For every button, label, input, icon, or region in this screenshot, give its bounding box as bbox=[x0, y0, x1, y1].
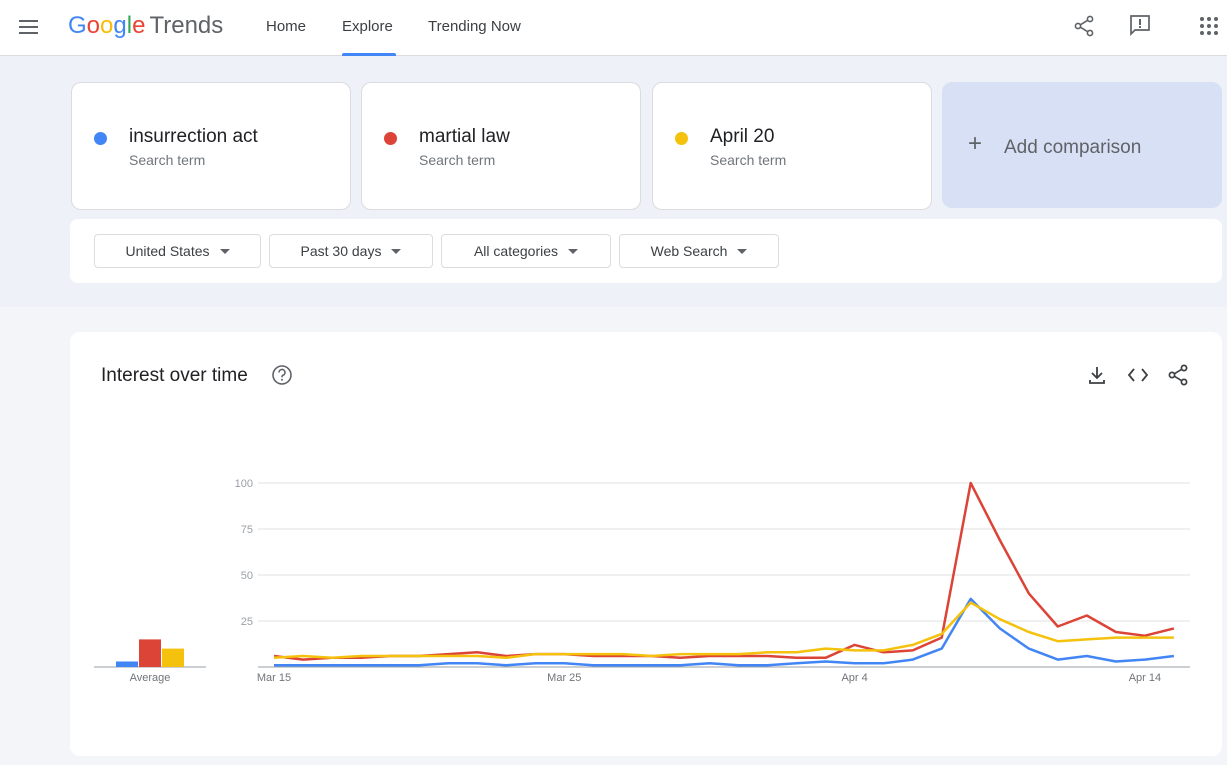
search-term-card[interactable]: insurrection act Search term bbox=[71, 82, 351, 210]
x-tick-label: Apr 4 bbox=[841, 672, 867, 684]
embed-icon[interactable] bbox=[1127, 365, 1149, 385]
search-term-label: Search term bbox=[419, 152, 496, 168]
filter-dropdown[interactable]: Web Search bbox=[619, 234, 779, 268]
filter-dropdown[interactable]: All categories bbox=[441, 234, 611, 268]
y-tick-label: 50 bbox=[241, 570, 253, 582]
share-icon[interactable] bbox=[1072, 14, 1096, 38]
filter-label: Web Search bbox=[650, 243, 728, 259]
help-icon[interactable] bbox=[271, 364, 293, 386]
nav-link[interactable]: Trending Now bbox=[428, 18, 521, 35]
series-line bbox=[273, 601, 1174, 660]
nav-link[interactable]: Explore bbox=[342, 18, 393, 35]
menu-icon[interactable] bbox=[18, 17, 40, 37]
nav-link[interactable]: Home bbox=[266, 18, 307, 35]
average-bar bbox=[162, 648, 184, 667]
legend-dot bbox=[94, 132, 107, 145]
average-label: Average bbox=[130, 672, 171, 684]
plus-icon: + bbox=[968, 130, 983, 157]
header: Google Trends Home Explore Trending Now bbox=[0, 0, 1227, 56]
legend-entry: April 20 bbox=[710, 126, 775, 147]
filter-label: United States bbox=[125, 243, 210, 259]
filter-panel: United States Past 30 days All categorie… bbox=[70, 219, 1222, 283]
add-comparison[interactable]: + Add comparison bbox=[942, 82, 1222, 208]
filter-label: Past 30 days bbox=[300, 243, 382, 259]
legend-entry: martial law bbox=[419, 126, 510, 147]
y-tick-label: 75 bbox=[241, 524, 253, 536]
add-comparison-label: Add comparison bbox=[1004, 137, 1142, 158]
y-tick-label: 25 bbox=[241, 616, 253, 628]
share-icon[interactable] bbox=[1167, 363, 1189, 387]
chart: 25 50 75 100 Mar 15 Mar 25 Apr 4 Apr 14 Average bbox=[94, 478, 1190, 684]
x-tick-label: Apr 14 bbox=[1129, 672, 1161, 684]
feedback-icon[interactable] bbox=[1128, 13, 1152, 37]
y-tick-label: 100 bbox=[235, 478, 253, 490]
search-term-label: Search term bbox=[129, 152, 206, 168]
logo-trends: Trends bbox=[149, 12, 224, 39]
download-icon[interactable] bbox=[1087, 365, 1107, 385]
x-tick-label: Mar 15 bbox=[257, 672, 291, 684]
chart-title: Interest over time bbox=[101, 365, 248, 386]
chart-card: Interest over time 25 50 75 100 Mar 15 Mar 25… bbox=[70, 332, 1222, 756]
average-bar bbox=[139, 639, 161, 667]
series-line bbox=[274, 597, 1175, 667]
legend-dot bbox=[675, 132, 688, 145]
logo[interactable]: Google Trends bbox=[68, 12, 223, 40]
logo-google: Google bbox=[68, 12, 146, 39]
series-line bbox=[273, 481, 1175, 661]
x-tick-label: Mar 25 bbox=[547, 672, 581, 684]
legend-dot bbox=[384, 132, 397, 145]
search-term-card[interactable]: April 20 Search term bbox=[652, 82, 932, 210]
average-bar bbox=[116, 661, 138, 667]
search-term-label: Search term bbox=[710, 152, 787, 168]
filter-dropdown[interactable]: United States bbox=[94, 234, 261, 268]
legend-entry: insurrection act bbox=[129, 126, 258, 147]
search-term-card[interactable]: martial law Search term bbox=[361, 82, 641, 210]
filter-dropdown[interactable]: Past 30 days bbox=[269, 234, 433, 268]
apps-icon[interactable] bbox=[1199, 16, 1219, 36]
filter-label: All categories bbox=[473, 243, 559, 259]
nav-indicator bbox=[342, 53, 396, 56]
